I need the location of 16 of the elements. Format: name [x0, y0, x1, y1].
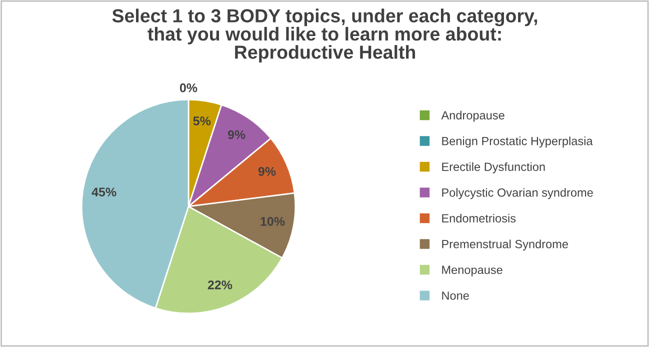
chart-title: Select 1 to 3 BODY topics, under each category, that you would like to learn more about: Reproductive Health: [112, 8, 538, 63]
legend-label: None: [442, 292, 469, 300]
data-label: 10%: [260, 216, 285, 226]
legend-label: Endometriosis: [442, 214, 516, 223]
legend-label: Polycystic Ovarian syndrome: [442, 188, 593, 200]
data-label: 5%: [193, 116, 211, 126]
data-label: 9%: [228, 130, 246, 140]
legend-label: Menopause: [442, 266, 502, 276]
data-label: 45%: [92, 188, 116, 196]
legend-label: Benign Prostatic Hyperplasia: [442, 136, 593, 148]
legend-label: Erectile Dysfunction: [442, 162, 545, 174]
data-label: 22%: [208, 280, 232, 290]
legend-label: Andropause: [441, 110, 504, 122]
text: 0%: [180, 83, 198, 92]
data-label: 9%: [258, 167, 276, 176]
legend-label: Premenstrual Syndrome: [442, 240, 568, 251]
